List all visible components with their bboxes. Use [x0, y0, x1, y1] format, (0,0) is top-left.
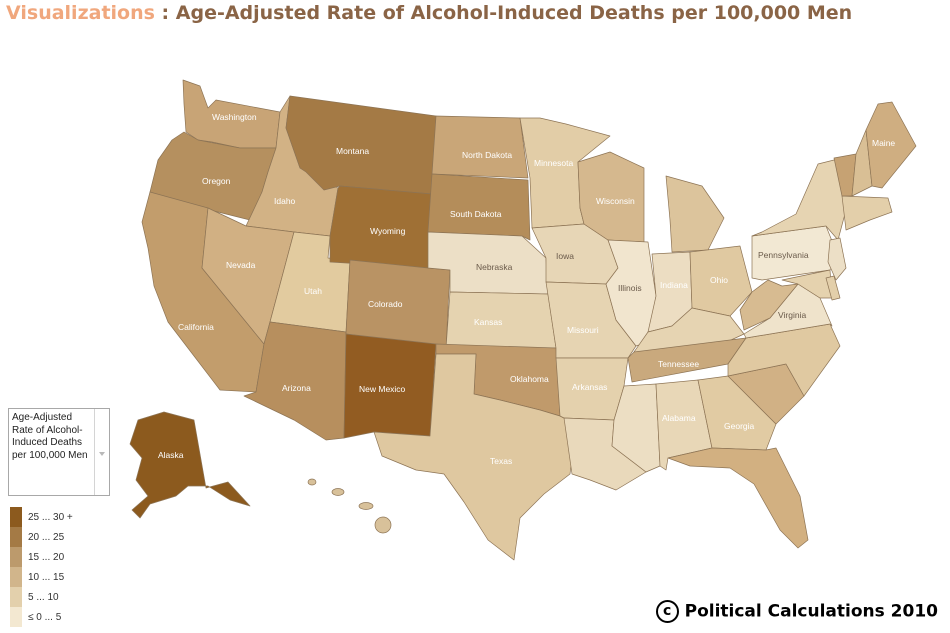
hawaii-islands: [307, 478, 392, 534]
label-arkansas: Arkansas: [572, 382, 607, 392]
state-maine[interactable]: [865, 101, 917, 189]
state-west-virginia[interactable]: [739, 279, 799, 331]
legend-bin-label: 15 ... 20: [28, 552, 65, 563]
legend-swatch-25-30: [10, 507, 22, 527]
label-idaho: Idaho: [274, 196, 296, 206]
state-north-dakota[interactable]: [431, 115, 529, 179]
legend-bin-label: 10 ... 15: [28, 572, 65, 583]
title-brand: Visualizations: [6, 2, 155, 24]
state-new-jersey[interactable]: [827, 237, 847, 281]
label-alaska: Alaska: [158, 450, 184, 460]
legend-bin-label: 20 ... 25: [28, 532, 65, 543]
legend-variable-label: Age-Adjusted Rate of Alcohol-Induced Dea…: [12, 412, 88, 461]
label-indiana: Indiana: [660, 280, 688, 290]
label-wyoming: Wyoming: [370, 226, 406, 236]
title-separator: :: [154, 2, 176, 24]
label-oregon: Oregon: [202, 176, 231, 186]
label-illinois: Illinois: [618, 283, 642, 293]
label-kansas: Kansas: [474, 317, 502, 327]
label-tennessee: Tennessee: [658, 359, 699, 369]
label-georgia: Georgia: [724, 421, 755, 431]
legend-bin-label: ≤ 0 ... 5: [28, 612, 62, 623]
state-labels: Washington Oregon California Idaho Nevad…: [158, 112, 895, 466]
label-pennsylvania: Pennsylvania: [758, 250, 809, 260]
state-south-dakota[interactable]: [427, 173, 531, 241]
label-maine: Maine: [872, 138, 895, 148]
title-main: Age-Adjusted Rate of Alcohol-Induced Dea…: [175, 2, 853, 24]
state-florida[interactable]: [667, 447, 809, 549]
page-title: Visualizations : Age-Adjusted Rate of Al…: [6, 2, 852, 24]
legend-bin-label: 5 ... 10: [28, 592, 59, 603]
hawaii-island-4[interactable]: [374, 516, 392, 534]
legend-variable-select[interactable]: Age-Adjusted Rate of Alcohol-Induced Dea…: [8, 408, 110, 496]
legend-swatch-0-5: [10, 607, 22, 627]
state-alaska[interactable]: [129, 411, 251, 519]
state-maryland[interactable]: [781, 269, 833, 299]
label-california: California: [178, 322, 214, 332]
label-new-mexico: New Mexico: [359, 384, 406, 394]
chevron-down-icon: [99, 452, 105, 456]
label-iowa: Iowa: [556, 251, 574, 261]
label-nevada: Nevada: [226, 260, 256, 270]
label-montana: Montana: [336, 146, 369, 156]
legend-swatch-15-20: [10, 547, 22, 567]
hawaii-island-1[interactable]: [307, 478, 317, 486]
hawaii-island-3[interactable]: [358, 502, 374, 510]
label-virginia: Virginia: [778, 310, 806, 320]
hawaii-island-2[interactable]: [331, 488, 345, 496]
state-tennessee[interactable]: [627, 337, 747, 383]
legend-bin-label: 25 ... 30 +: [28, 512, 73, 523]
label-south-dakota: South Dakota: [450, 209, 502, 219]
label-minnesota: Minnesota: [534, 158, 573, 168]
state-new-york[interactable]: [751, 157, 847, 241]
label-wisconsin: Wisconsin: [596, 196, 635, 206]
state-delaware[interactable]: [825, 275, 841, 301]
label-alabama: Alabama: [662, 413, 696, 423]
credit-text: Political Calculations 2010: [684, 601, 938, 622]
state-michigan[interactable]: [665, 175, 725, 253]
state-ohio[interactable]: [689, 245, 753, 317]
label-washington: Washington: [212, 112, 257, 122]
label-utah: Utah: [304, 286, 322, 296]
legend-select-scroll[interactable]: [94, 409, 109, 495]
label-colorado: Colorado: [368, 299, 403, 309]
state-illinois[interactable]: [605, 239, 657, 347]
legend-swatch-5-10: [10, 587, 22, 607]
copyright-icon: c: [655, 600, 679, 623]
label-texas: Texas: [490, 456, 512, 466]
label-north-dakota: North Dakota: [462, 150, 512, 160]
label-missouri: Missouri: [567, 325, 599, 335]
legend-swatch-20-25: [10, 527, 22, 547]
copyright-credit: c Political Calculations 2010: [655, 600, 938, 623]
label-arizona: Arizona: [282, 383, 311, 393]
state-new-england-south[interactable]: [841, 195, 893, 231]
state-georgia[interactable]: [697, 375, 777, 451]
label-oklahoma: Oklahoma: [510, 374, 549, 384]
state-colorado[interactable]: [345, 259, 451, 349]
legend-swatch-10-15: [10, 567, 22, 587]
label-nebraska: Nebraska: [476, 262, 513, 272]
label-ohio: Ohio: [710, 275, 728, 285]
state-texas[interactable]: [373, 353, 577, 561]
